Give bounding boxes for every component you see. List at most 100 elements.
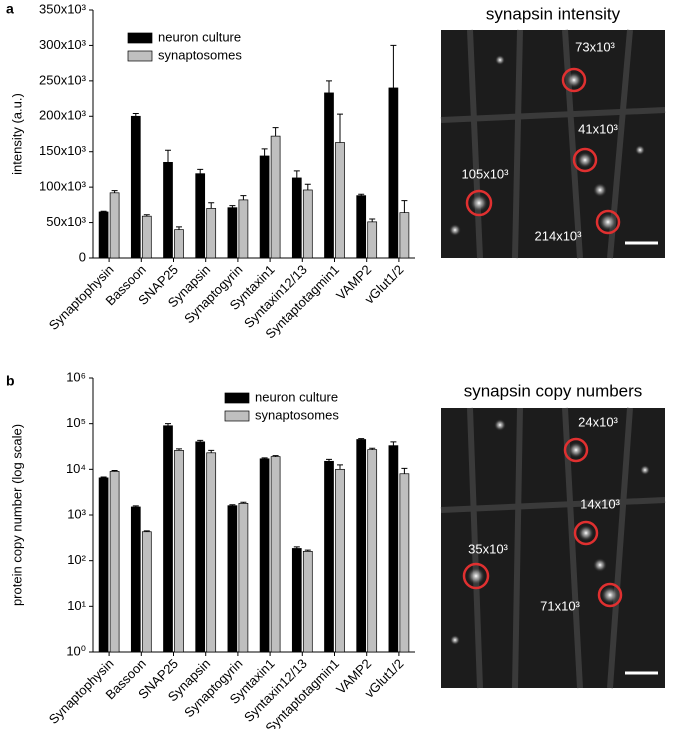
y-tick-label: 10⁰ — [66, 643, 86, 658]
image-label: 71x10³ — [540, 598, 580, 613]
micrograph — [440, 407, 666, 689]
error-bar — [208, 449, 215, 453]
bar — [399, 212, 410, 259]
legend-label: synaptosomes — [158, 47, 242, 62]
error-bar — [272, 455, 279, 457]
bar — [130, 115, 141, 259]
error-bar — [293, 170, 300, 178]
error-bar — [369, 447, 376, 450]
panel-label: a — [6, 1, 14, 17]
bar — [195, 441, 206, 653]
bar — [399, 473, 410, 653]
bar — [356, 195, 367, 259]
error-bar — [111, 470, 118, 472]
bar — [109, 192, 120, 259]
error-bar — [272, 127, 279, 137]
error-bar — [229, 205, 236, 208]
bar — [367, 449, 378, 653]
bar — [141, 215, 152, 259]
error-bar — [326, 458, 332, 462]
bar — [109, 471, 120, 653]
image-label: 35x10³ — [468, 541, 508, 556]
bar — [141, 531, 152, 653]
error-bar — [293, 546, 300, 549]
bar — [335, 142, 345, 259]
legend-swatch — [127, 50, 153, 62]
legend-swatch — [224, 392, 250, 404]
legend-label: neuron culture — [158, 29, 241, 44]
image-label: 214x10³ — [535, 228, 583, 243]
error-bar — [100, 210, 107, 212]
bar — [227, 207, 238, 259]
error-bar — [165, 149, 171, 163]
error-bar — [358, 438, 365, 440]
error-bar — [132, 112, 139, 117]
image-title: synapsin intensity — [486, 4, 621, 23]
error-bar — [100, 476, 107, 478]
error-bar — [229, 504, 236, 506]
error-bar — [304, 183, 311, 190]
error-bar — [401, 200, 408, 213]
error-bar — [176, 226, 182, 230]
bar — [302, 550, 313, 653]
bar — [259, 155, 270, 259]
bar — [356, 439, 367, 653]
bar — [195, 173, 206, 259]
legend-label: neuron culture — [255, 389, 338, 404]
y-tick-label: 10⁶ — [66, 369, 86, 384]
error-bar — [261, 457, 268, 459]
y-tick-label: 10³ — [67, 506, 86, 521]
y-axis-label: protein copy number (log scale) — [9, 424, 24, 606]
bar — [388, 87, 399, 259]
image-label: 73x10³ — [575, 39, 615, 54]
error-bar — [143, 530, 150, 532]
bar — [163, 161, 173, 259]
error-bar — [304, 549, 311, 552]
bar — [174, 450, 184, 653]
micrograph — [440, 29, 666, 259]
error-bar — [197, 439, 204, 442]
error-bar — [176, 448, 182, 451]
image-title: synapsin copy numbers — [464, 381, 643, 400]
legend-swatch — [127, 32, 153, 44]
image-label: 14x10³ — [580, 496, 620, 511]
error-bar — [337, 464, 343, 470]
bar — [259, 458, 270, 653]
bar — [206, 452, 217, 653]
y-tick-label: 200x10³ — [39, 108, 87, 123]
error-bar — [197, 168, 204, 174]
y-tick-label: 100x10³ — [39, 179, 87, 194]
bar — [335, 468, 345, 653]
y-tick-label: 350x10³ — [39, 1, 87, 16]
bar — [163, 425, 173, 653]
bar — [367, 221, 378, 259]
bar — [206, 208, 217, 259]
y-tick-label: 150x10³ — [39, 143, 87, 158]
error-bar — [390, 441, 397, 446]
bar — [227, 505, 238, 653]
bar — [174, 229, 184, 259]
y-tick-label: 250x10³ — [39, 72, 87, 87]
legend-label: synaptosomes — [255, 407, 339, 422]
y-axis-label: intensity (a.u.) — [9, 93, 24, 175]
bar — [388, 445, 399, 653]
error-bar — [326, 80, 332, 93]
y-tick-label: 10⁵ — [66, 415, 86, 430]
image-label: 41x10³ — [578, 121, 618, 136]
image-label: 105x10³ — [462, 166, 510, 181]
bar — [291, 177, 302, 259]
error-bar — [358, 193, 365, 196]
y-tick-label: 10⁴ — [66, 461, 86, 476]
bar — [238, 199, 249, 259]
error-bar — [111, 190, 118, 193]
error-bar — [390, 44, 397, 88]
bar — [98, 477, 109, 653]
bar — [130, 506, 141, 653]
y-tick-label: 50x10³ — [46, 214, 86, 229]
y-tick-label: 0 — [79, 249, 86, 264]
bar — [324, 460, 334, 653]
error-bar — [401, 467, 408, 474]
error-bar — [165, 423, 171, 426]
legend-swatch — [224, 410, 250, 422]
